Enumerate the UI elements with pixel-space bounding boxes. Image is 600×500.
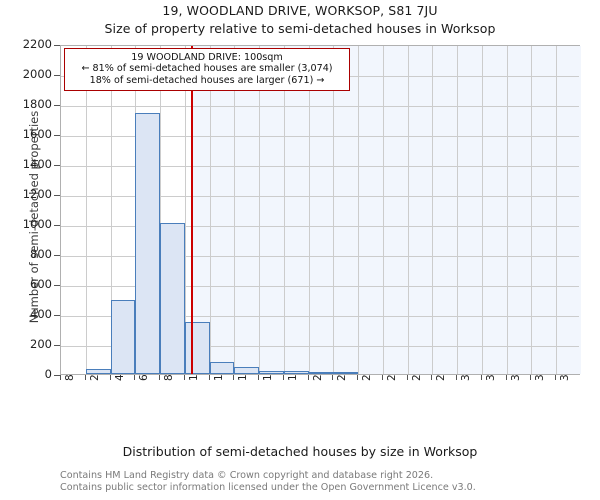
gridline-vertical: [457, 46, 459, 374]
gridline-horizontal: [61, 196, 579, 197]
histogram-bar: [333, 372, 359, 374]
callout-line-3: 18% of semi-detached houses are larger (…: [89, 74, 325, 86]
gridline-vertical: [184, 46, 186, 374]
x-axis-tick-mark: [109, 375, 111, 380]
x-axis-tick-mark: [233, 375, 235, 380]
y-axis-tick-mark: [54, 75, 60, 76]
gridline-horizontal: [61, 286, 579, 287]
x-axis-tick-mark: [282, 375, 284, 380]
footer-line-1: Contains HM Land Registry data © Crown c…: [60, 470, 434, 481]
y-axis-tick-label: 2000: [22, 67, 52, 81]
x-axis-tick-mark: [431, 375, 433, 380]
histogram-bar: [308, 371, 334, 374]
x-axis-tick-mark: [456, 375, 458, 380]
y-axis-tick-mark: [54, 345, 60, 346]
x-axis-tick-mark: [406, 375, 408, 380]
gridline-horizontal: [61, 226, 579, 227]
y-axis-tick-mark: [54, 195, 60, 196]
page-title: 19, WOODLAND DRIVE, WORKSOP, S81 7JU: [162, 3, 438, 18]
gridline-horizontal: [61, 106, 579, 107]
y-axis-tick-mark: [54, 135, 60, 136]
x-axis-tick-mark: [530, 375, 532, 380]
y-axis-tick-mark: [54, 315, 60, 316]
y-axis-tick-label: 0: [44, 367, 52, 381]
x-axis-tick-mark: [159, 375, 161, 380]
gridline-horizontal: [61, 136, 579, 137]
y-axis-tick-label: 1600: [22, 127, 52, 141]
y-axis-tick-label: 400: [30, 307, 52, 321]
callout-line-2: ← 81% of semi-detached houses are smalle…: [81, 63, 333, 75]
y-axis-tick-mark: [54, 375, 60, 376]
gridline-vertical: [283, 46, 285, 374]
gridline-vertical: [382, 46, 384, 374]
histogram-bar: [259, 370, 284, 374]
gridline-vertical: [259, 46, 261, 374]
gridline-vertical: [234, 46, 236, 374]
x-axis-tick-mark: [307, 375, 309, 380]
gridline-vertical: [432, 46, 434, 374]
x-axis-tick-mark: [183, 375, 185, 380]
gridline-vertical: [333, 46, 335, 374]
gridline-vertical: [160, 46, 162, 374]
histogram-bar: [110, 299, 136, 374]
histogram-bar: [85, 368, 111, 374]
x-axis-tick-mark: [258, 375, 260, 380]
gridline-horizontal: [61, 166, 579, 167]
gridline-horizontal: [61, 346, 579, 347]
y-axis-tick-label: 600: [30, 277, 52, 291]
histogram-bar: [234, 367, 260, 374]
callout-box: 19 WOODLAND DRIVE: 100sqm ← 81% of semi-…: [64, 48, 350, 92]
x-axis-tick-mark: [60, 375, 61, 380]
y-axis-tick-label: 1800: [22, 97, 52, 111]
gridline-vertical: [556, 46, 558, 374]
x-axis-tick-mark: [555, 375, 557, 380]
histogram-bar: [184, 321, 210, 374]
y-axis-tick-label: 800: [30, 247, 52, 261]
chart-subtitle: Size of property relative to semi-detach…: [104, 21, 496, 36]
gridline-vertical: [506, 46, 508, 374]
footer-attribution: Contains HM Land Registry data © Crown c…: [60, 470, 600, 493]
y-axis-tick-label: 1000: [22, 217, 52, 231]
gridline-horizontal: [61, 256, 579, 257]
gridline-horizontal: [61, 316, 579, 317]
property-marker-line: [190, 46, 193, 374]
gridline-vertical: [85, 46, 87, 374]
y-axis-tick-mark: [54, 225, 60, 226]
x-axis-tick-mark: [505, 375, 507, 380]
histogram-bar: [283, 371, 309, 374]
plot-area: [60, 45, 581, 375]
y-axis-tick-mark: [54, 45, 60, 46]
y-axis-tick-mark: [54, 165, 60, 166]
x-axis-title: Distribution of semi-detached houses by …: [122, 444, 478, 459]
x-axis-tick-mark: [480, 375, 482, 380]
gridline-vertical: [209, 46, 211, 374]
x-axis-tick-mark: [381, 375, 383, 380]
x-axis-tick-mark: [134, 375, 136, 380]
gridline-vertical: [358, 46, 360, 374]
histogram-bar: [135, 113, 161, 374]
x-axis-tick-mark: [84, 375, 86, 380]
histogram-bar: [209, 362, 235, 374]
shaded-region: [191, 46, 581, 374]
y-axis-tick-label: 1200: [22, 187, 52, 201]
y-axis-tick-mark: [54, 285, 60, 286]
y-axis-tick-label: 2200: [22, 37, 52, 51]
gridline-vertical: [407, 46, 409, 374]
gridline-vertical: [531, 46, 533, 374]
gridline-vertical: [481, 46, 483, 374]
x-axis-tick-mark: [357, 375, 359, 380]
y-axis-tick-label: 1400: [22, 157, 52, 171]
x-axis-tick-mark: [332, 375, 334, 380]
footer-line-2: Contains public sector information licen…: [60, 481, 476, 493]
callout-line-1: 19 WOODLAND DRIVE: 100sqm: [131, 52, 283, 63]
histogram-bar: [160, 222, 185, 374]
gridline-vertical: [110, 46, 112, 374]
x-axis-tick-mark: [208, 375, 210, 380]
y-axis-tick-mark: [54, 105, 60, 106]
y-axis-tick-mark: [54, 255, 60, 256]
y-axis-tick-label: 200: [30, 337, 52, 351]
gridline-vertical: [308, 46, 310, 374]
